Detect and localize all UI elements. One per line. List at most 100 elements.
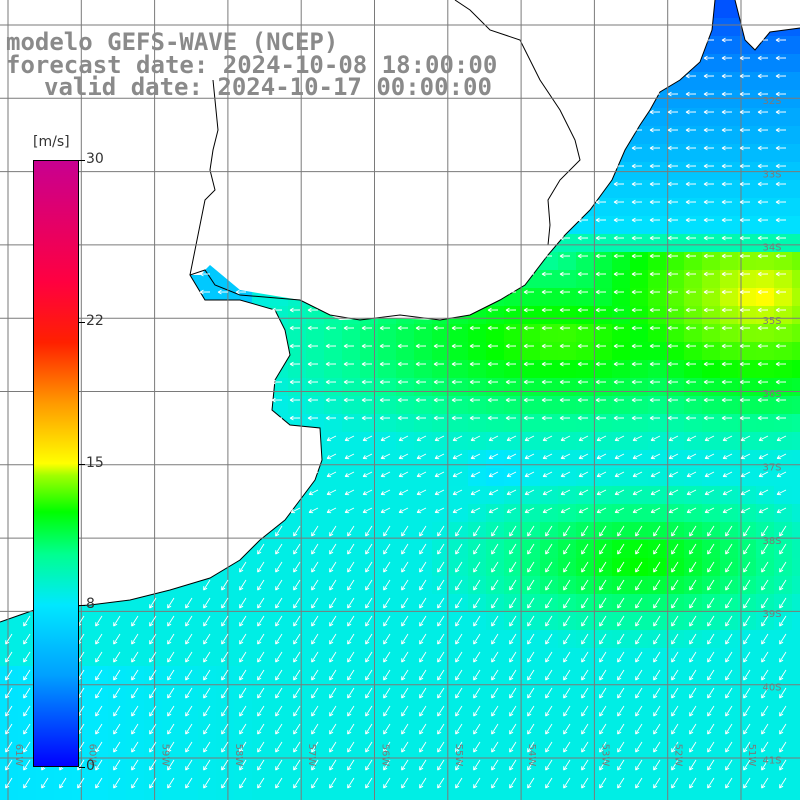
wind-arrow	[347, 669, 355, 681]
wind-arrow	[725, 687, 733, 699]
wind-arrow	[703, 37, 715, 43]
wind-arrow	[221, 723, 229, 735]
wind-arrow	[293, 705, 301, 717]
wind-arrow	[362, 435, 373, 442]
wind-arrow	[491, 561, 499, 573]
wind-arrow	[488, 489, 499, 496]
wind-arrow	[779, 687, 787, 699]
forecast-date: forecast date: 2024-10-08 18:00:00	[6, 51, 498, 79]
wind-arrow	[491, 723, 499, 735]
wind-arrow	[559, 379, 571, 385]
wind-arrow	[703, 73, 715, 79]
wind-arrow	[415, 397, 427, 403]
wind-arrow	[703, 253, 715, 259]
wind-arrow	[433, 397, 445, 403]
wind-arrow	[185, 633, 193, 645]
wind-arrow	[523, 307, 535, 313]
wind-arrow	[725, 525, 733, 537]
wind-arrow	[703, 325, 715, 331]
wind-arrow	[757, 307, 769, 313]
wind-arrow	[721, 289, 733, 295]
wind-arrow	[271, 379, 283, 385]
wind-arrow	[185, 741, 193, 753]
wind-arrow	[455, 579, 463, 591]
wind-arrow	[581, 687, 589, 699]
wind-arrow	[452, 471, 463, 478]
wind-arrow	[361, 361, 373, 367]
wind-arrow	[167, 633, 175, 645]
colorbar-tick-mark	[79, 321, 85, 323]
wind-arrow	[347, 543, 355, 555]
wind-arrow	[221, 777, 229, 789]
wind-arrow	[671, 705, 679, 717]
wind-arrow	[487, 379, 499, 385]
wind-arrow	[434, 453, 445, 460]
longitude-label: 55W	[453, 744, 464, 767]
wind-arrow	[704, 471, 715, 478]
wind-arrow	[653, 705, 661, 717]
wind-arrow	[595, 235, 607, 241]
wind-arrow	[595, 289, 607, 295]
wind-arrow	[577, 379, 589, 385]
wind-arrow	[757, 55, 769, 61]
wind-arrow	[59, 777, 67, 789]
wind-arrow	[761, 705, 769, 717]
wind-arrow	[419, 759, 427, 771]
wind-arrow	[613, 415, 625, 421]
wind-arrow	[668, 489, 679, 496]
wind-arrow	[743, 561, 751, 573]
wind-arrow	[523, 325, 535, 331]
wind-arrow	[775, 109, 787, 115]
wind-arrow	[595, 415, 607, 421]
wind-arrow	[649, 217, 661, 223]
wind-arrow	[758, 471, 769, 478]
wind-arrow	[329, 777, 337, 789]
wind-arrow	[671, 615, 679, 627]
wind-arrow	[757, 199, 769, 205]
wind-arrow	[257, 633, 265, 645]
wind-arrow	[563, 579, 571, 591]
wind-arrow	[617, 723, 625, 735]
wind-arrow	[761, 669, 769, 681]
wind-arrow	[473, 525, 481, 537]
wind-arrow	[149, 633, 157, 645]
wind-arrow	[757, 163, 769, 169]
wind-arrow	[455, 543, 463, 555]
wind-arrow	[740, 507, 751, 514]
wind-arrow	[505, 379, 517, 385]
wind-arrow	[631, 343, 643, 349]
wind-arrow	[775, 199, 787, 205]
wind-arrow	[95, 759, 103, 771]
wind-arrow	[509, 543, 517, 555]
wind-arrow	[685, 361, 697, 367]
wind-arrow	[527, 777, 535, 789]
wind-arrow	[523, 415, 535, 421]
wind-arrow	[437, 597, 445, 609]
wind-arrow	[563, 597, 571, 609]
wind-arrow	[686, 471, 697, 478]
wind-arrow	[437, 561, 445, 573]
wind-arrow	[325, 415, 337, 421]
wind-arrow	[326, 507, 337, 514]
wind-arrow	[703, 307, 715, 313]
wind-arrow	[613, 325, 625, 331]
wind-arrow	[667, 127, 679, 133]
wind-arrow	[290, 507, 301, 514]
wind-arrow	[581, 633, 589, 645]
wind-arrow	[365, 597, 373, 609]
wind-arrow	[581, 525, 589, 537]
wind-arrow	[365, 723, 373, 735]
wind-arrow	[383, 759, 391, 771]
wind-arrow	[221, 741, 229, 753]
wind-arrow	[722, 489, 733, 496]
wind-arrow	[707, 543, 715, 555]
wind-arrow	[113, 777, 121, 789]
wind-arrow	[419, 777, 427, 789]
wind-arrow	[725, 723, 733, 735]
wind-arrow	[599, 669, 607, 681]
wind-arrow	[347, 741, 355, 753]
wind-arrow	[739, 397, 751, 403]
wind-arrow	[329, 759, 337, 771]
wind-arrow	[635, 705, 643, 717]
wind-arrow	[271, 397, 283, 403]
